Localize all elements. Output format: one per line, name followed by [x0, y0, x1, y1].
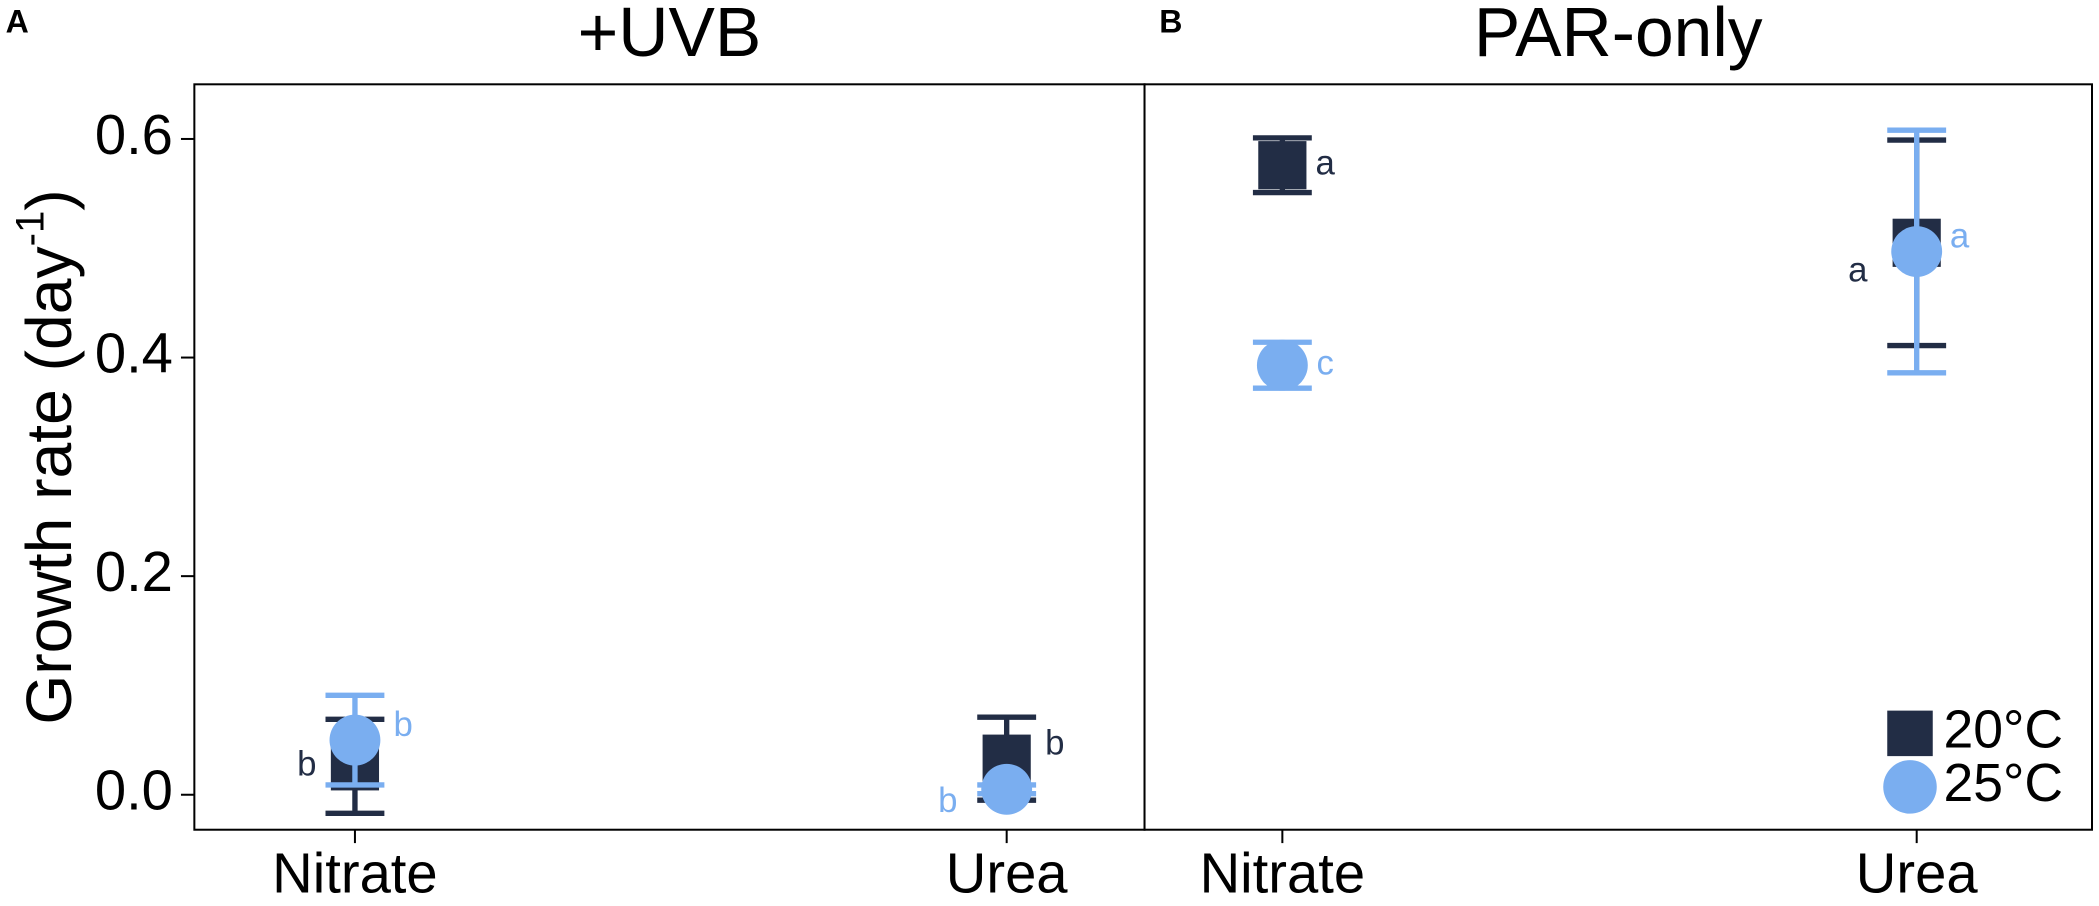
panel-label: B: [1159, 4, 1182, 40]
x-tick-label: Urea: [1856, 842, 1979, 905]
legend-label: 25°C: [1943, 754, 2063, 813]
y-axis-label: Growth rate (day-1): [7, 189, 85, 724]
point-square: [1258, 141, 1307, 190]
point-circle: [329, 714, 381, 766]
y-label-close: ): [13, 189, 85, 210]
point-circle: [1891, 226, 1943, 277]
significance-letter: b: [1045, 724, 1064, 762]
legend-circle: [1883, 760, 1937, 814]
y-label-sup: -1: [7, 211, 52, 247]
x-tick-label: Urea: [946, 842, 1069, 905]
x-tick-label: Nitrate: [272, 842, 438, 905]
y-label-text: Growth rate (day: [13, 246, 85, 724]
y-tick-label: 0.0: [95, 759, 173, 822]
significance-letter: b: [297, 746, 316, 784]
panel-title: +UVB: [578, 0, 762, 71]
significance-letter: c: [1316, 344, 1333, 382]
panel-title: PAR-only: [1474, 0, 1763, 71]
panel-frame: [1143, 83, 2094, 831]
point-circle: [981, 763, 1033, 815]
y-tick-label: 0.4: [95, 321, 173, 384]
significance-letter: b: [938, 782, 957, 820]
significance-letter: b: [393, 706, 412, 744]
x-tick-label: Nitrate: [1200, 842, 1366, 905]
panel-label: A: [6, 4, 29, 40]
point-circle: [1256, 339, 1308, 391]
significance-letter: a: [1848, 251, 1868, 289]
legend-square: [1887, 710, 1933, 757]
significance-letter: a: [1950, 217, 1970, 255]
legend-label: 20°C: [1943, 701, 2063, 760]
y-tick-label: 0.2: [95, 540, 173, 603]
y-tick-label: 0.6: [95, 103, 173, 166]
significance-letter: a: [1316, 144, 1336, 182]
